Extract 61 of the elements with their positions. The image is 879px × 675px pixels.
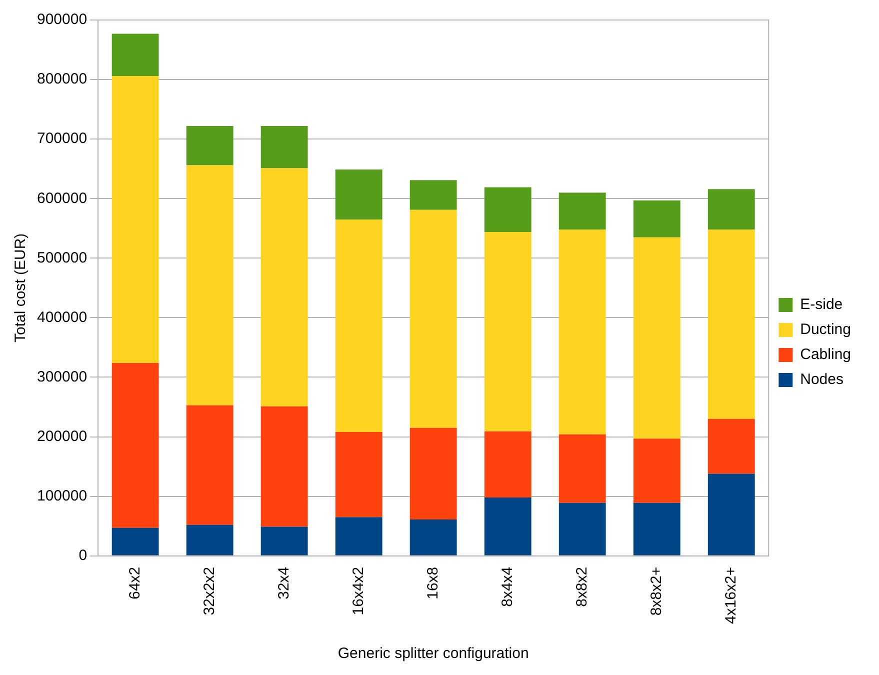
y-tick-label: 300000 (36, 368, 88, 386)
y-tick-label: 0 (78, 547, 88, 564)
bar (112, 76, 159, 363)
y-tick-label: 200000 (36, 428, 88, 445)
x-tick-label: 32x2x2 (200, 566, 218, 616)
bar (186, 126, 234, 166)
bar (633, 502, 680, 556)
bar (260, 526, 308, 556)
y-tick-label: 700000 (36, 130, 88, 148)
bar (112, 528, 159, 556)
bar (260, 406, 308, 527)
bar (410, 428, 457, 520)
bar (186, 405, 234, 525)
bar (633, 200, 680, 238)
y-tick-label: 800000 (36, 70, 88, 88)
bar (484, 187, 532, 232)
bar (335, 517, 382, 556)
bar (335, 169, 382, 220)
x-tick-label: 8x8x2+ (648, 566, 666, 616)
bar (186, 524, 234, 556)
bar (186, 165, 234, 406)
bar (708, 474, 755, 556)
bar (335, 432, 382, 518)
x-tick-label: 64x2 (126, 566, 144, 600)
bar (633, 438, 680, 503)
bar (484, 498, 532, 556)
bar (112, 362, 159, 528)
bar (260, 126, 308, 168)
bar (558, 434, 606, 503)
bar (708, 189, 755, 230)
y-tick-label: 400000 (36, 308, 88, 326)
bar (708, 418, 755, 474)
bar (484, 232, 532, 432)
legend-label: Ducting (800, 321, 851, 338)
x-tick-label: 32x4 (275, 566, 292, 600)
y-axis-title: Total cost (EUR) (12, 233, 30, 343)
bar (558, 192, 606, 230)
x-tick-label: 16x4x2 (350, 566, 367, 616)
x-tick-label: 16x8 (424, 566, 442, 600)
bar (558, 230, 606, 434)
bar (260, 168, 308, 406)
bar (410, 210, 457, 428)
bar (708, 230, 755, 419)
x-tick-label: 8x4x4 (498, 566, 516, 607)
y-tick-label: 600000 (36, 190, 88, 207)
bar (484, 431, 532, 498)
bar (410, 180, 457, 210)
legend-label: E-side (800, 296, 843, 314)
legend-label: Cabling (800, 346, 852, 364)
bar (112, 34, 159, 76)
x-axis-title: Generic splitter configuration (338, 645, 529, 662)
bar (558, 502, 606, 556)
y-tick-label: 100000 (36, 487, 88, 504)
x-tick-label: 8x8x2 (574, 566, 590, 607)
bar (410, 520, 457, 556)
legend-label: Nodes (800, 371, 844, 388)
bar (633, 237, 680, 439)
y-tick-label: 900000 (36, 11, 88, 28)
bar (335, 219, 382, 432)
x-tick-label: 4x16x2+ (722, 566, 740, 624)
y-tick-label: 500000 (36, 249, 88, 266)
